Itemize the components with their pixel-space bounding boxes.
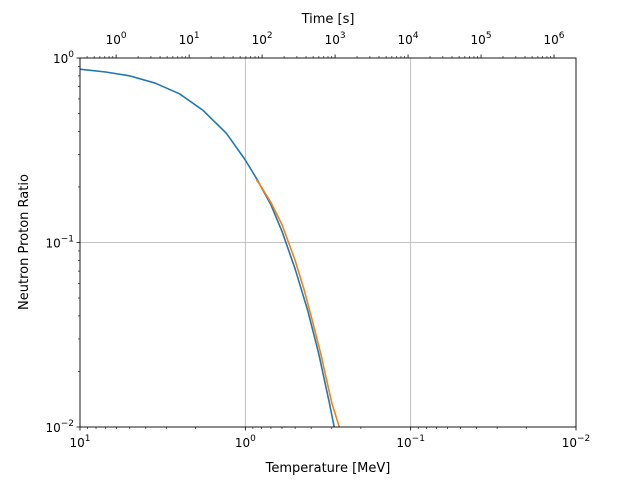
top-tick-label: 100 xyxy=(106,31,127,47)
x-tick-label: 101 xyxy=(69,434,90,450)
tick-labels: 101 100 10−1 10−2 100 10−1 10−2 100 101 102 103 104… xyxy=(45,31,590,450)
series-1-line xyxy=(79,68,335,428)
top-tick-label: 104 xyxy=(398,31,419,47)
top-axis-label: Time [s] xyxy=(301,12,355,27)
x-tick-label: 10−2 xyxy=(562,434,591,450)
x-axis-label: Temperature [MeV] xyxy=(265,461,391,476)
y-tick-label: 10−1 xyxy=(45,235,74,251)
y-tick-label: 100 xyxy=(53,50,74,66)
top-tick-label: 103 xyxy=(325,31,346,47)
top-tick-label: 106 xyxy=(544,31,565,47)
top-tick-label: 101 xyxy=(179,31,200,47)
series-2-line xyxy=(255,178,341,428)
x-tick-label: 100 xyxy=(235,434,256,450)
y-axis-label: Neutron Proton Ratio xyxy=(17,174,32,310)
top-tick-label: 102 xyxy=(252,31,273,47)
y-tick-label: 10−2 xyxy=(45,419,74,435)
grid-lines xyxy=(80,58,576,427)
tick-marks xyxy=(76,54,577,431)
series-layer xyxy=(79,68,341,428)
x-tick-label: 10−1 xyxy=(396,434,425,450)
top-tick-label: 105 xyxy=(471,31,492,47)
